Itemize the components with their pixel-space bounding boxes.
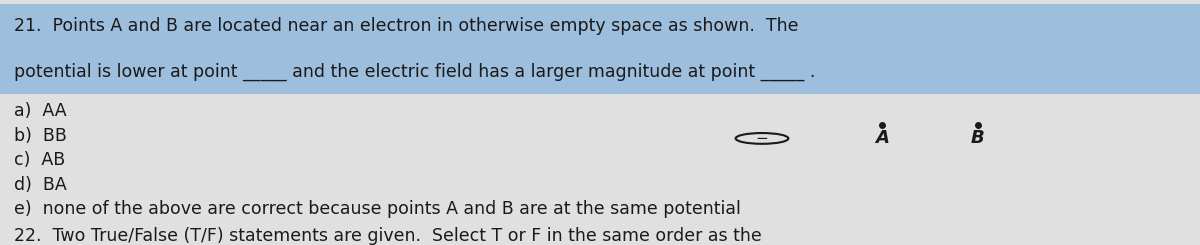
Text: b)  BB: b) BB [14, 127, 67, 145]
Text: A: A [875, 129, 889, 147]
Text: B: B [971, 129, 985, 147]
Text: 22.  Two True/False (T/F) statements are given.  Select T or F in the same order: 22. Two True/False (T/F) statements are … [14, 227, 762, 245]
Text: −: − [756, 131, 768, 146]
Text: c)  AB: c) AB [14, 151, 66, 170]
Text: e)  none of the above are correct because points A and B are at the same potenti: e) none of the above are correct because… [14, 200, 742, 218]
Text: a)  AA: a) AA [14, 102, 67, 121]
FancyBboxPatch shape [0, 49, 1200, 94]
Text: potential is lower at point _____ and the electric field has a larger magnitude : potential is lower at point _____ and th… [14, 62, 816, 81]
FancyBboxPatch shape [0, 4, 1200, 49]
Text: 21.  Points A and B are located near an electron in otherwise empty space as sho: 21. Points A and B are located near an e… [14, 17, 799, 36]
Text: d)  BA: d) BA [14, 176, 67, 194]
